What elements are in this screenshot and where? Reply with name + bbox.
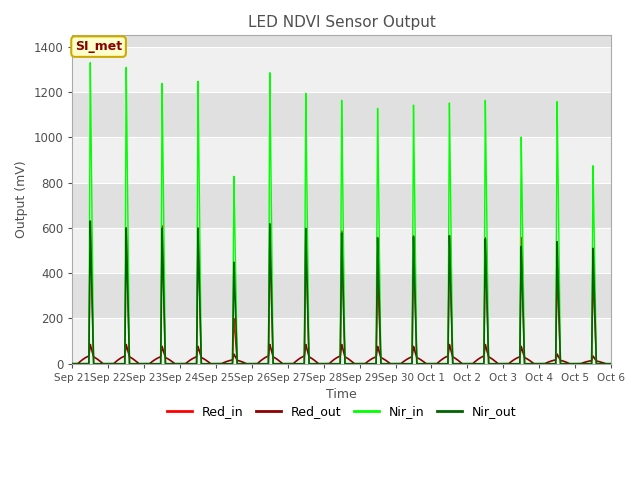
- Legend: Red_in, Red_out, Nir_in, Nir_out: Red_in, Red_out, Nir_in, Nir_out: [162, 400, 522, 423]
- Nir_out: [600, 361, 607, 367]
- Nir_out: [68, 361, 76, 367]
- Line: Nir_out: Nir_out: [72, 221, 611, 364]
- Red_out: [311, 358, 319, 363]
- Bar: [72, 47, 611, 92]
- Bar: [72, 36, 611, 47]
- Nir_in: [600, 361, 607, 367]
- Nir_in: [552, 361, 559, 367]
- Bar: [72, 273, 611, 318]
- Nir_out: [536, 361, 544, 367]
- Red_out: [600, 360, 607, 366]
- Nir_in: [311, 361, 319, 367]
- X-axis label: Time: Time: [326, 388, 357, 401]
- Nir_out: [606, 361, 614, 367]
- Red_in: [600, 361, 607, 367]
- Line: Red_in: Red_in: [72, 221, 611, 364]
- Red_in: [68, 361, 76, 367]
- Nir_out: [86, 218, 94, 224]
- Red_out: [552, 357, 559, 363]
- Text: SI_met: SI_met: [75, 40, 122, 53]
- Nir_in: [86, 60, 94, 65]
- Red_in: [607, 361, 615, 367]
- Red_out: [606, 361, 614, 367]
- Nir_out: [412, 337, 420, 343]
- Red_out: [607, 361, 615, 367]
- Line: Red_out: Red_out: [72, 345, 611, 364]
- Red_in: [606, 361, 614, 367]
- Nir_in: [606, 361, 614, 367]
- Red_in: [86, 218, 94, 224]
- Red_in: [311, 361, 319, 367]
- Red_out: [68, 361, 76, 367]
- Title: LED NDVI Sensor Output: LED NDVI Sensor Output: [248, 15, 436, 30]
- Nir_in: [68, 361, 76, 367]
- Nir_out: [552, 361, 559, 367]
- Bar: [72, 92, 611, 137]
- Bar: [72, 182, 611, 228]
- Red_out: [412, 352, 420, 358]
- Bar: [72, 318, 611, 364]
- Nir_out: [607, 361, 615, 367]
- Nir_out: [311, 361, 319, 367]
- Bar: [72, 228, 611, 273]
- Red_out: [536, 361, 544, 367]
- Bar: [72, 137, 611, 182]
- Red_in: [536, 361, 544, 367]
- Red_in: [412, 337, 420, 343]
- Red_out: [86, 342, 94, 348]
- Nir_in: [412, 313, 420, 319]
- Nir_in: [536, 361, 544, 367]
- Line: Nir_in: Nir_in: [72, 62, 611, 364]
- Y-axis label: Output (mV): Output (mV): [15, 161, 28, 239]
- Nir_in: [607, 361, 615, 367]
- Red_in: [552, 361, 559, 367]
